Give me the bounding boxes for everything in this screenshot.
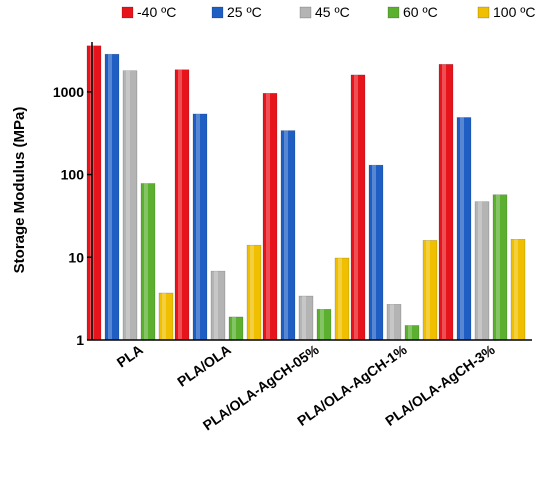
y-tick-label: 1000 [53,84,84,100]
bar-highlight [390,304,394,340]
y-tick-label: 1 [76,332,84,348]
bar-highlight [232,316,236,340]
legend-swatch [387,6,400,19]
bar-highlight [320,309,324,340]
bar-highlight [496,194,500,340]
bar-highlight [266,93,270,341]
bars [86,45,526,341]
y-tick-label: 100 [61,167,85,183]
legend-label: 100 ºC [493,4,535,20]
bar-highlight [426,240,430,340]
y-tick-label: 10 [68,249,84,265]
category-label: PLA/OLA [174,341,234,389]
bar-highlight [144,183,148,340]
y-axis-title: Storage Modulus (MPa) [11,107,28,274]
bar-highlight [354,74,358,340]
bar-highlight [196,113,200,340]
legend-swatch [211,6,224,19]
bar-highlight [250,245,254,340]
bar-highlight [408,325,412,340]
bar-highlight [460,117,464,340]
y-ticks: 1 10 100 1000 [53,84,92,348]
bar-highlight [214,271,218,340]
legend-label: 25 ºC [227,4,262,20]
bar-highlight [478,201,482,340]
legend-swatch [121,6,134,19]
bar-highlight [302,296,306,340]
legend: -40 ºC 25 ºC 45 ºC 60 ºC 100 ºC [121,4,535,20]
legend-label: 60 ºC [403,4,438,20]
bar-highlight [514,239,518,340]
bar-highlight [108,54,112,341]
legend-label: 45 ºC [315,4,350,20]
legend-label: -40 ºC [137,4,176,20]
legend-swatch [477,6,490,19]
bar-highlight [442,64,446,340]
bar-highlight [284,130,288,340]
legend-swatch [299,6,312,19]
bar-highlight [338,257,342,340]
bar-highlight [162,292,166,340]
bar-highlight [178,69,182,341]
category-label: PLA [114,341,146,370]
x-categories: PLA PLA/OLAPLA/OLA-AgCH-05%PLA/OLA-AgCH-1… [114,341,499,433]
bar-highlight [372,165,376,340]
bar-highlight [126,70,130,340]
